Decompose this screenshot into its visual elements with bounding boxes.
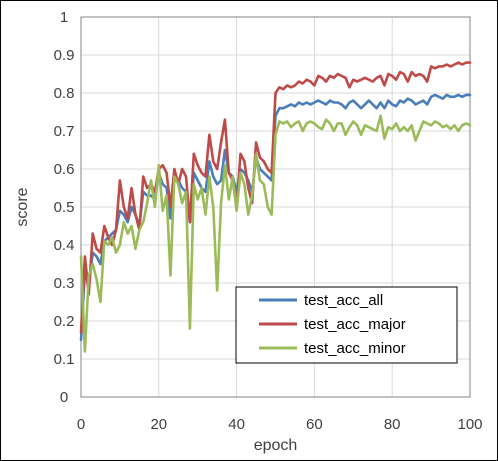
series-lines bbox=[79, 61, 472, 353]
plot-area-border bbox=[80, 16, 471, 398]
series-line-test_acc_minor bbox=[79, 114, 472, 353]
legend-entry-test_acc_minor: test_acc_minor bbox=[304, 340, 406, 357]
x-axis-label: epoch bbox=[254, 437, 298, 454]
x-tick-label: 100 bbox=[457, 416, 482, 433]
y-tick-label: 0.6 bbox=[54, 161, 75, 178]
y-tick-label: 0.7 bbox=[54, 123, 75, 140]
x-tick-label: 20 bbox=[150, 416, 167, 433]
y-tick-label: 0.2 bbox=[54, 313, 75, 330]
y-axis-label: score bbox=[14, 187, 31, 226]
y-tick-label: 0.5 bbox=[54, 199, 75, 216]
y-tick-label: 0.1 bbox=[54, 351, 75, 368]
x-tick-label: 40 bbox=[228, 416, 245, 433]
y-tick-label: 0.4 bbox=[54, 237, 75, 254]
y-tick-label: 0.9 bbox=[54, 47, 75, 64]
x-tick-labels: 0 20 40 60 80 100 bbox=[77, 416, 483, 433]
legend-entry-test_acc_major: test_acc_major bbox=[304, 316, 406, 333]
series-line-test_acc_major bbox=[79, 61, 472, 334]
legend-entry-test_acc_all: test_acc_all bbox=[304, 292, 383, 309]
legend: test_acc_all test_acc_major test_acc_minor bbox=[235, 286, 458, 364]
x-tick-label: 0 bbox=[77, 416, 85, 433]
y-tick-labels: 0 0.1 0.2 0.3 0.4 0.5 0.6 0.7 0.8 0.9 1 bbox=[54, 9, 75, 406]
y-tick-label: 1 bbox=[60, 9, 68, 26]
x-tick-label: 80 bbox=[384, 416, 401, 433]
y-tick-label: 0.3 bbox=[54, 275, 75, 292]
x-tick-label: 60 bbox=[306, 416, 323, 433]
y-tick-label: 0 bbox=[60, 389, 68, 406]
y-tick-label: 0.8 bbox=[54, 85, 75, 102]
